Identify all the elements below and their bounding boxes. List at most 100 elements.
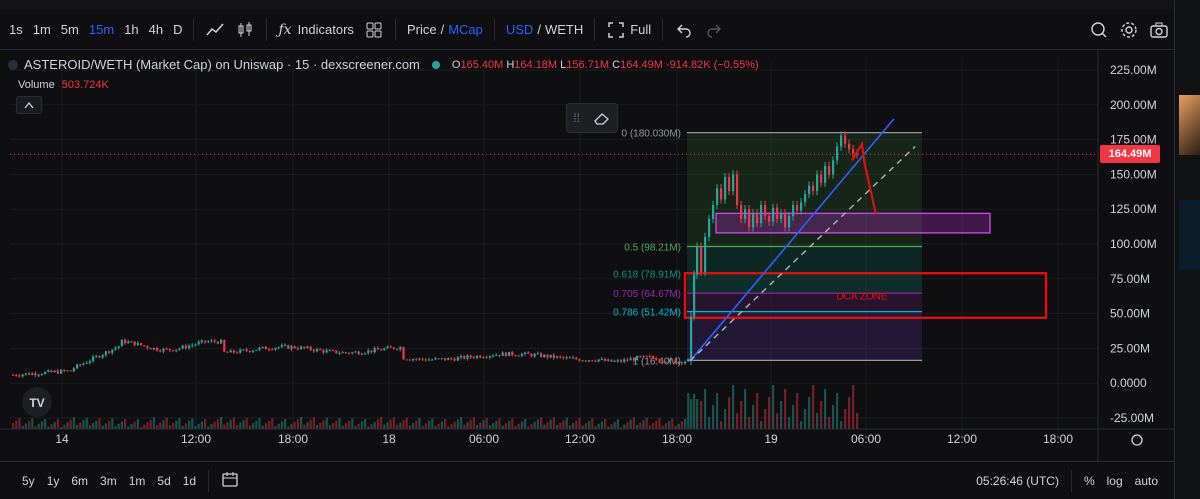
candle-body — [546, 354, 549, 358]
chart-area[interactable]: 225.00M 200.00M 175.00M 150.00M 125.00M 100.0… — [0, 51, 1174, 461]
candles-button[interactable] — [230, 16, 260, 44]
candle-body — [143, 345, 146, 347]
interval-d[interactable]: D — [173, 22, 183, 37]
candle-body — [594, 360, 597, 362]
volume-bar — [338, 418, 341, 429]
log-scale-toggle[interactable]: log — [1106, 473, 1123, 488]
divider — [193, 18, 195, 41]
redo-button[interactable] — [699, 16, 729, 44]
layouts-button[interactable] — [359, 16, 389, 44]
time-tick-label: 18:00 — [662, 432, 692, 446]
close-label: C — [612, 58, 621, 71]
interval-4h[interactable]: 4h — [148, 22, 164, 37]
fullscreen-button[interactable]: Full — [601, 16, 656, 44]
volume-bar — [44, 419, 47, 429]
goto-date-button[interactable] — [215, 471, 245, 490]
eraser-icon[interactable] — [593, 111, 611, 125]
volume-bar — [677, 423, 680, 429]
volume-bar — [642, 420, 645, 429]
range-3m[interactable]: 3m — [100, 473, 117, 488]
volume-bar — [549, 419, 552, 429]
volume-bar — [504, 423, 507, 429]
volume-bar — [348, 421, 351, 429]
interval-5m[interactable]: 5m — [60, 22, 79, 37]
volume-bar — [255, 420, 258, 429]
candle-body — [536, 353, 539, 355]
quick-search-button[interactable] — [1084, 16, 1114, 44]
volume-bar — [130, 424, 133, 429]
volume-bar — [136, 419, 139, 429]
candle-body — [389, 346, 392, 348]
snapshot-button[interactable] — [1144, 16, 1174, 44]
candle-body — [242, 349, 245, 351]
volume-bar — [559, 422, 562, 429]
volume-bar — [226, 422, 229, 429]
price-chart[interactable]: 225.00M 200.00M 175.00M 150.00M 125.00M 100.0… — [0, 51, 1174, 461]
volume-bar — [159, 422, 162, 429]
settings-button[interactable] — [1114, 16, 1144, 44]
drag-handle-icon[interactable]: ⁞⁞ — [573, 111, 580, 125]
volume-bar — [796, 393, 799, 429]
candle-body — [165, 348, 168, 350]
candle-body — [72, 368, 75, 372]
volume-bar — [562, 420, 565, 429]
range-1m[interactable]: 1m — [128, 473, 146, 488]
volume-bar — [261, 425, 264, 429]
volume-bar — [581, 425, 584, 429]
volume-bar — [114, 426, 117, 429]
volume-bar — [354, 426, 357, 429]
candle-body — [114, 347, 117, 350]
undo-button[interactable] — [669, 16, 699, 44]
volume-bar — [568, 425, 571, 429]
collapse-legend-button[interactable] — [16, 96, 42, 114]
interval-1s[interactable]: 1s — [9, 22, 23, 37]
currency-toggle[interactable]: USD / WETH — [501, 16, 588, 44]
range-1d[interactable]: 1d — [182, 473, 197, 488]
candle-body — [820, 174, 823, 183]
candle-body — [229, 350, 232, 353]
candle-body — [800, 202, 803, 211]
candle-body — [792, 205, 795, 217]
volume-bar — [687, 393, 690, 429]
indicators-button[interactable]: ƒx Indicators — [273, 16, 358, 44]
price-mcap-toggle[interactable]: Price / MCap — [402, 16, 488, 44]
candle-body — [840, 135, 843, 147]
divider — [1070, 469, 1072, 492]
percent-scale-toggle[interactable]: % — [1083, 473, 1095, 488]
candle-body — [520, 353, 523, 356]
volume-bar — [712, 405, 715, 429]
volume-bar — [696, 399, 699, 429]
volume-bar — [584, 423, 587, 429]
auto-scale-toggle[interactable]: auto — [1134, 473, 1158, 488]
candle-body — [140, 342, 143, 346]
range-5y[interactable]: 5y — [22, 473, 35, 488]
interval-15m[interactable]: 15m — [88, 22, 115, 37]
utc-clock[interactable]: 05:26:46 (UTC) — [976, 473, 1059, 488]
divider — [394, 18, 396, 41]
range-6m[interactable]: 6m — [71, 473, 89, 488]
volume-bar — [552, 417, 555, 429]
volume-value: 503.724K — [61, 79, 109, 91]
candle-body — [306, 346, 309, 348]
range-5d[interactable]: 5d — [157, 473, 171, 488]
interval-1m[interactable]: 1m — [32, 22, 51, 37]
candle-body — [268, 349, 271, 351]
volume-bar — [828, 417, 831, 429]
volume-bar — [399, 422, 402, 429]
candle-body — [724, 177, 727, 200]
drawing-toolbar[interactable]: ⁞⁞ — [566, 103, 618, 133]
candle-body — [687, 358, 690, 362]
candle-body — [597, 359, 600, 362]
candle-body — [479, 355, 482, 358]
candle-body — [399, 347, 402, 350]
volume-bar — [88, 425, 91, 429]
candle-body — [111, 349, 114, 353]
candle-body — [60, 369, 63, 374]
volume-bar — [143, 424, 146, 429]
interval-1h[interactable]: 1h — [124, 22, 139, 37]
range-1y[interactable]: 1y — [46, 473, 60, 488]
line-chart-button[interactable] — [200, 16, 230, 44]
price-label: Price — [406, 22, 437, 37]
candle-body — [373, 348, 376, 353]
volume-bar — [629, 419, 632, 429]
